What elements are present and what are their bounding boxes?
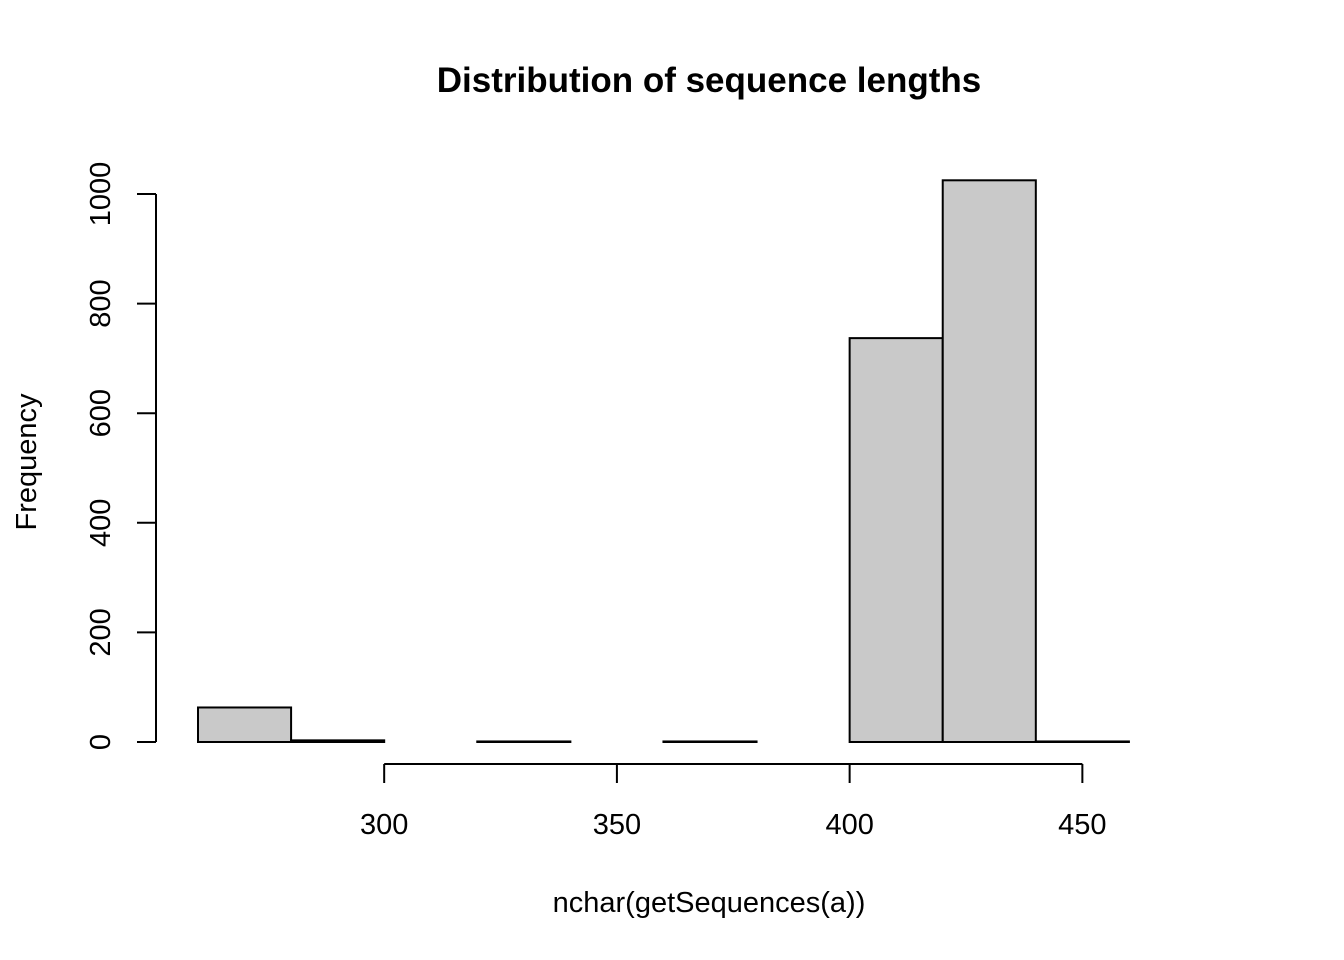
x-axis: 300 350 400 450 <box>360 763 1107 841</box>
histogram-bar <box>290 739 386 744</box>
y-axis-label: Frequency <box>11 393 43 531</box>
y-axis: 0 200 400 600 800 1000 <box>85 162 157 750</box>
y-tick-label: 200 <box>85 608 117 656</box>
histogram-bar <box>941 179 1037 744</box>
y-tick-label: 1000 <box>85 162 117 227</box>
histogram-bar <box>476 740 572 744</box>
x-tick-label: 450 <box>1058 809 1106 841</box>
histogram-bar <box>1034 740 1130 744</box>
y-tick-label: 0 <box>85 734 117 750</box>
y-tick-label: 400 <box>85 499 117 547</box>
x-tick-label: 300 <box>360 809 408 841</box>
histogram-bar <box>197 706 293 744</box>
y-tick-label: 600 <box>85 389 117 437</box>
x-tick-label: 350 <box>593 809 641 841</box>
x-tick-label: 400 <box>825 809 873 841</box>
histogram-bars <box>197 179 1130 744</box>
chart-title: Distribution of sequence lengths <box>437 61 981 100</box>
histogram-bar <box>848 337 944 743</box>
histogram-bar <box>662 740 758 744</box>
x-axis-label: nchar(getSequences(a)) <box>553 887 866 919</box>
y-tick-label: 800 <box>85 279 117 327</box>
